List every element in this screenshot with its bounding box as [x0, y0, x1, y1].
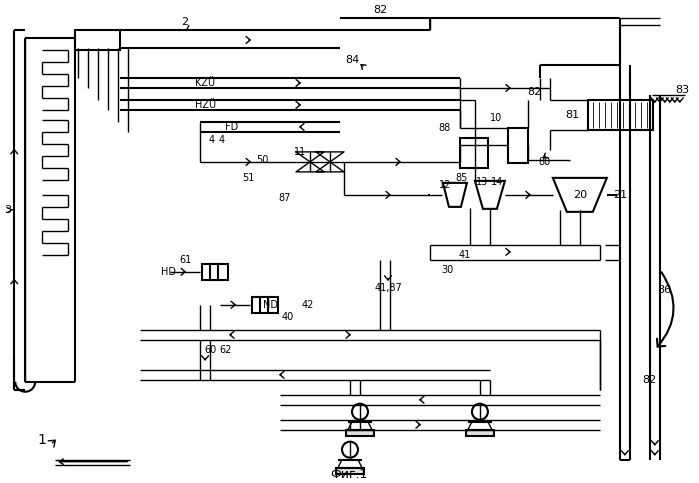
Text: Фиг.1: Фиг.1: [331, 468, 368, 481]
Bar: [260, 297, 270, 313]
Text: 4: 4: [209, 135, 215, 145]
Text: FD: FD: [225, 122, 238, 132]
Text: 62: 62: [219, 345, 231, 355]
Bar: [210, 264, 220, 280]
Text: 51: 51: [242, 173, 254, 183]
Bar: [268, 297, 278, 313]
Text: 85: 85: [456, 173, 468, 183]
Text: 21: 21: [613, 190, 627, 200]
Text: 4: 4: [219, 135, 225, 145]
Text: 84: 84: [345, 55, 359, 65]
Text: ND: ND: [263, 300, 278, 310]
Text: 42: 42: [302, 300, 315, 310]
Text: HZÜ: HZÜ: [195, 100, 216, 110]
Text: 82: 82: [373, 5, 387, 15]
Text: 82: 82: [642, 375, 657, 385]
Text: 82: 82: [528, 87, 542, 97]
Circle shape: [342, 441, 358, 458]
Text: 87: 87: [279, 193, 291, 203]
Text: 14: 14: [491, 177, 503, 187]
Circle shape: [352, 404, 368, 420]
Bar: [218, 264, 228, 280]
Bar: [460, 138, 488, 168]
Text: 83: 83: [676, 85, 690, 95]
Text: 3: 3: [3, 205, 10, 215]
Text: KZÜ: KZÜ: [195, 78, 215, 88]
Text: 81: 81: [565, 110, 580, 120]
Text: 60: 60: [204, 345, 216, 355]
Text: 13: 13: [476, 177, 488, 187]
Text: 61: 61: [179, 255, 192, 265]
Text: 80: 80: [539, 157, 551, 167]
Text: 10: 10: [489, 113, 502, 123]
Bar: [588, 100, 653, 130]
Text: 86: 86: [658, 285, 672, 295]
Text: 88: 88: [439, 123, 451, 133]
Polygon shape: [475, 181, 505, 209]
Bar: [346, 430, 374, 436]
Text: 2: 2: [182, 17, 189, 27]
Text: 50: 50: [256, 155, 268, 165]
Text: 40: 40: [282, 312, 294, 322]
Polygon shape: [553, 178, 607, 212]
Text: 11: 11: [294, 147, 306, 157]
Text: 1: 1: [38, 433, 47, 447]
Bar: [466, 430, 494, 436]
Circle shape: [472, 404, 488, 420]
Bar: [202, 264, 212, 280]
Text: 20: 20: [572, 190, 587, 200]
Text: HD: HD: [161, 267, 176, 277]
Polygon shape: [443, 183, 467, 207]
Text: 12: 12: [439, 180, 451, 190]
Bar: [252, 297, 262, 313]
Bar: [508, 128, 528, 163]
Bar: [75, 30, 120, 50]
Text: 30: 30: [442, 265, 454, 275]
Bar: [336, 468, 364, 474]
Text: 41: 41: [459, 250, 471, 260]
Text: 41,87: 41,87: [374, 283, 402, 293]
